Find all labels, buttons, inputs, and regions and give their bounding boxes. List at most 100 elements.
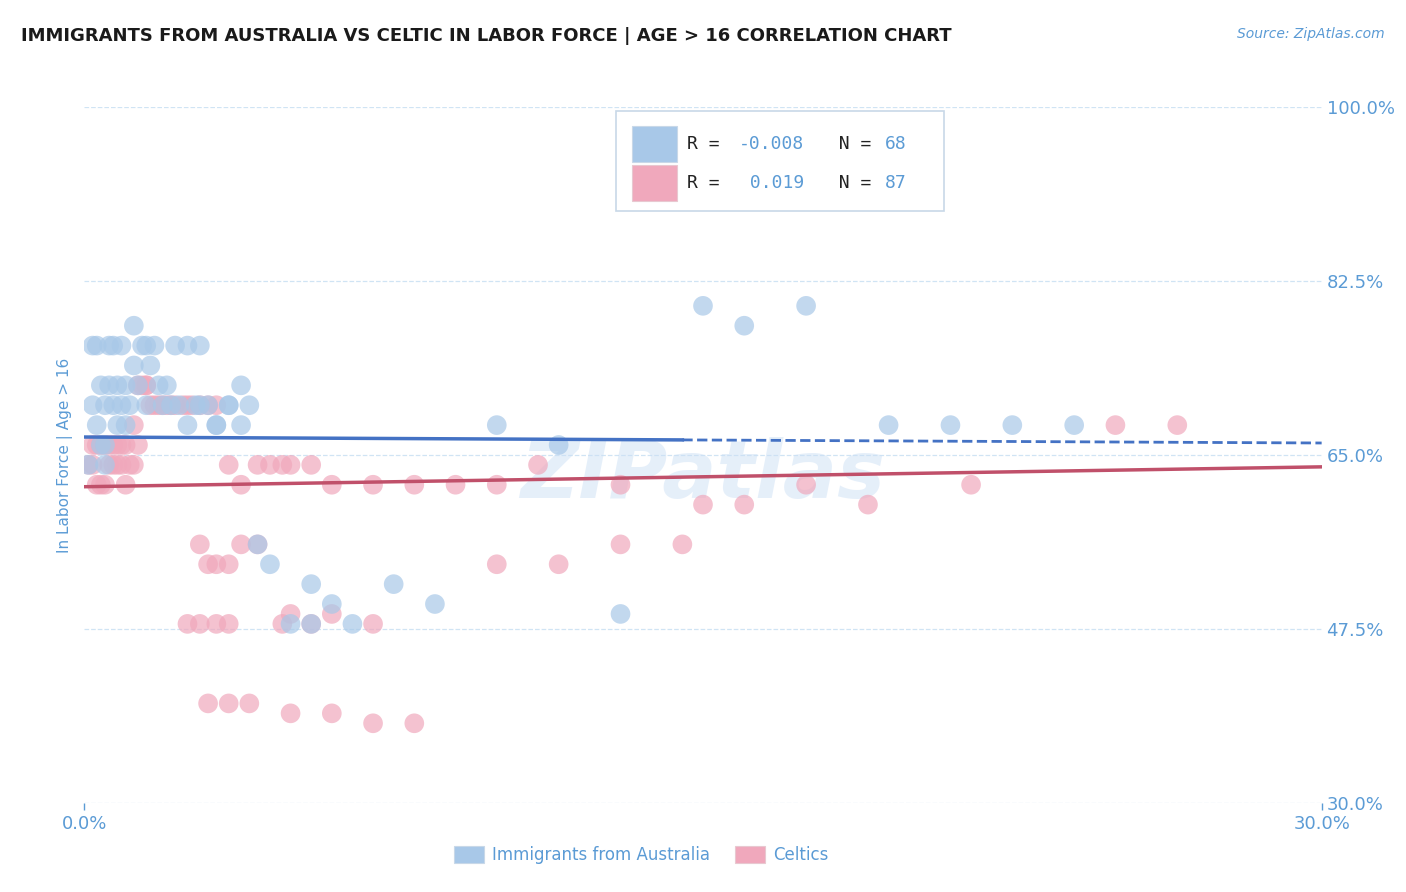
Point bbox=[547, 558, 569, 572]
Point bbox=[205, 558, 228, 572]
Point bbox=[135, 378, 157, 392]
Point bbox=[156, 398, 179, 412]
Point bbox=[218, 697, 240, 711]
Text: -0.008: -0.008 bbox=[740, 135, 804, 153]
Point bbox=[188, 398, 211, 412]
Text: N =: N = bbox=[817, 135, 882, 153]
Point bbox=[218, 558, 240, 572]
Point bbox=[259, 458, 281, 472]
Point bbox=[229, 537, 252, 551]
Point bbox=[172, 398, 194, 412]
Point bbox=[197, 558, 219, 572]
Point bbox=[794, 299, 817, 313]
Point bbox=[98, 378, 121, 392]
Point bbox=[82, 438, 104, 452]
Point bbox=[423, 597, 446, 611]
Point bbox=[152, 398, 174, 412]
Point bbox=[114, 418, 136, 433]
Text: R =: R = bbox=[688, 135, 730, 153]
Point bbox=[609, 477, 631, 491]
Point bbox=[122, 458, 145, 472]
Point bbox=[127, 378, 149, 392]
Point bbox=[280, 706, 302, 721]
Point bbox=[794, 477, 817, 491]
Point bbox=[176, 398, 198, 412]
Point bbox=[733, 318, 755, 333]
Point bbox=[135, 338, 157, 352]
Point bbox=[205, 418, 228, 433]
Point bbox=[218, 398, 240, 412]
Point bbox=[280, 616, 302, 631]
Point bbox=[131, 378, 153, 392]
Point bbox=[103, 398, 125, 412]
Point bbox=[299, 616, 322, 631]
Point bbox=[671, 537, 693, 551]
Point bbox=[98, 458, 121, 472]
Point bbox=[82, 458, 104, 472]
Point bbox=[188, 338, 211, 352]
Point bbox=[238, 697, 260, 711]
Point bbox=[299, 577, 322, 591]
Point bbox=[321, 706, 343, 721]
Point bbox=[103, 438, 125, 452]
Point bbox=[98, 438, 121, 452]
Point bbox=[197, 398, 219, 412]
Point bbox=[280, 458, 302, 472]
Point bbox=[148, 398, 170, 412]
Point bbox=[148, 378, 170, 392]
FancyBboxPatch shape bbox=[633, 165, 678, 201]
FancyBboxPatch shape bbox=[633, 126, 678, 162]
Point bbox=[122, 359, 145, 373]
Point bbox=[246, 537, 269, 551]
Point bbox=[86, 477, 108, 491]
Point bbox=[218, 398, 240, 412]
Point bbox=[271, 458, 294, 472]
Point bbox=[671, 179, 693, 194]
Point bbox=[110, 338, 132, 352]
Point bbox=[205, 418, 228, 433]
Point bbox=[105, 458, 128, 472]
Point bbox=[90, 438, 112, 452]
Point bbox=[131, 338, 153, 352]
Point bbox=[127, 378, 149, 392]
Point bbox=[299, 616, 322, 631]
Point bbox=[156, 378, 179, 392]
Text: 0.019: 0.019 bbox=[740, 174, 804, 192]
Point bbox=[82, 398, 104, 412]
Point bbox=[939, 418, 962, 433]
Point bbox=[94, 398, 117, 412]
Point bbox=[960, 477, 983, 491]
Point bbox=[135, 378, 157, 392]
Point bbox=[1104, 418, 1126, 433]
Point bbox=[342, 616, 364, 631]
Point bbox=[82, 338, 104, 352]
Point bbox=[94, 477, 117, 491]
Point bbox=[1166, 418, 1188, 433]
Point bbox=[98, 338, 121, 352]
Point bbox=[86, 418, 108, 433]
Point bbox=[90, 438, 112, 452]
Point bbox=[110, 438, 132, 452]
Point bbox=[733, 498, 755, 512]
Point bbox=[94, 438, 117, 452]
Point bbox=[361, 477, 384, 491]
Point bbox=[139, 398, 162, 412]
Point bbox=[271, 616, 294, 631]
Point bbox=[105, 438, 128, 452]
Point bbox=[94, 438, 117, 452]
Point bbox=[218, 616, 240, 631]
FancyBboxPatch shape bbox=[616, 111, 945, 211]
Point bbox=[90, 477, 112, 491]
Point bbox=[143, 338, 166, 352]
Point bbox=[246, 458, 269, 472]
Point bbox=[321, 597, 343, 611]
Point bbox=[485, 477, 508, 491]
Point bbox=[188, 398, 211, 412]
Point bbox=[105, 418, 128, 433]
Text: 87: 87 bbox=[884, 174, 907, 192]
Point bbox=[361, 716, 384, 731]
Point bbox=[205, 398, 228, 412]
Legend: Immigrants from Australia, Celtics: Immigrants from Australia, Celtics bbox=[447, 839, 835, 871]
Point bbox=[609, 537, 631, 551]
Point bbox=[382, 577, 405, 591]
